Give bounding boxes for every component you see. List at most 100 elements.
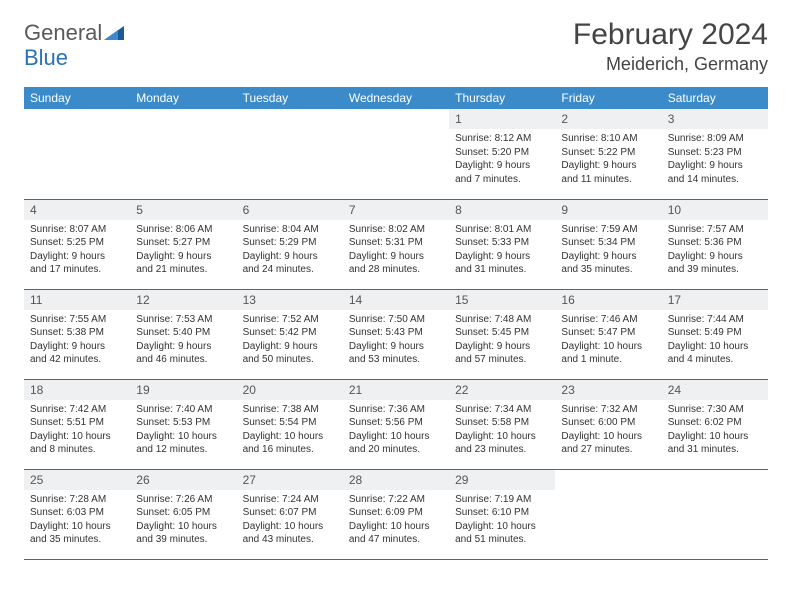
- day-number: 21: [343, 380, 449, 400]
- day-number: 16: [555, 290, 661, 310]
- calendar-row: 18Sunrise: 7:42 AMSunset: 5:51 PMDayligh…: [24, 379, 768, 469]
- day-number: 13: [237, 290, 343, 310]
- day-cell: 13Sunrise: 7:52 AMSunset: 5:42 PMDayligh…: [237, 289, 343, 379]
- empty-cell: [343, 109, 449, 199]
- day-details: Sunrise: 7:19 AMSunset: 6:10 PMDaylight:…: [449, 490, 555, 553]
- day-details: Sunrise: 7:26 AMSunset: 6:05 PMDaylight:…: [130, 490, 236, 553]
- day-number: 24: [662, 380, 768, 400]
- calendar-head: SundayMondayTuesdayWednesdayThursdayFrid…: [24, 87, 768, 109]
- day-number: 19: [130, 380, 236, 400]
- calendar-row: 4Sunrise: 8:07 AMSunset: 5:25 PMDaylight…: [24, 199, 768, 289]
- brand-sub: Blue: [24, 45, 68, 70]
- day-details: Sunrise: 7:44 AMSunset: 5:49 PMDaylight:…: [662, 310, 768, 373]
- day-cell: 17Sunrise: 7:44 AMSunset: 5:49 PMDayligh…: [662, 289, 768, 379]
- day-cell: 1Sunrise: 8:12 AMSunset: 5:20 PMDaylight…: [449, 109, 555, 199]
- weekday-header: Thursday: [449, 87, 555, 109]
- calendar-row: 25Sunrise: 7:28 AMSunset: 6:03 PMDayligh…: [24, 469, 768, 559]
- day-cell: 12Sunrise: 7:53 AMSunset: 5:40 PMDayligh…: [130, 289, 236, 379]
- day-details: Sunrise: 8:01 AMSunset: 5:33 PMDaylight:…: [449, 220, 555, 283]
- day-cell: 2Sunrise: 8:10 AMSunset: 5:22 PMDaylight…: [555, 109, 661, 199]
- day-number: 25: [24, 470, 130, 490]
- day-number: 22: [449, 380, 555, 400]
- day-details: Sunrise: 7:30 AMSunset: 6:02 PMDaylight:…: [662, 400, 768, 463]
- day-cell: 19Sunrise: 7:40 AMSunset: 5:53 PMDayligh…: [130, 379, 236, 469]
- day-cell: 26Sunrise: 7:26 AMSunset: 6:05 PMDayligh…: [130, 469, 236, 559]
- title-block: February 2024 Meiderich, Germany: [573, 18, 768, 75]
- day-cell: 8Sunrise: 8:01 AMSunset: 5:33 PMDaylight…: [449, 199, 555, 289]
- day-number: 15: [449, 290, 555, 310]
- day-number: 12: [130, 290, 236, 310]
- day-cell: 7Sunrise: 8:02 AMSunset: 5:31 PMDaylight…: [343, 199, 449, 289]
- day-number: 11: [24, 290, 130, 310]
- day-number: 6: [237, 200, 343, 220]
- day-number: 17: [662, 290, 768, 310]
- calendar-page: General Blue February 2024 Meiderich, Ge…: [0, 0, 792, 578]
- weekday-header: Saturday: [662, 87, 768, 109]
- day-number: 20: [237, 380, 343, 400]
- day-number: 10: [662, 200, 768, 220]
- weekday-header: Friday: [555, 87, 661, 109]
- day-details: Sunrise: 7:50 AMSunset: 5:43 PMDaylight:…: [343, 310, 449, 373]
- day-cell: 29Sunrise: 7:19 AMSunset: 6:10 PMDayligh…: [449, 469, 555, 559]
- day-number: 8: [449, 200, 555, 220]
- day-number: 4: [24, 200, 130, 220]
- weekday-header: Sunday: [24, 87, 130, 109]
- day-number: 9: [555, 200, 661, 220]
- day-number: 23: [555, 380, 661, 400]
- day-cell: 23Sunrise: 7:32 AMSunset: 6:00 PMDayligh…: [555, 379, 661, 469]
- calendar-row: 11Sunrise: 7:55 AMSunset: 5:38 PMDayligh…: [24, 289, 768, 379]
- day-details: Sunrise: 7:42 AMSunset: 5:51 PMDaylight:…: [24, 400, 130, 463]
- brand-main: General: [24, 20, 102, 45]
- brand-logo: General Blue: [24, 22, 124, 70]
- day-details: Sunrise: 8:12 AMSunset: 5:20 PMDaylight:…: [449, 129, 555, 192]
- weekday-header: Tuesday: [237, 87, 343, 109]
- day-number: 2: [555, 109, 661, 129]
- day-cell: 10Sunrise: 7:57 AMSunset: 5:36 PMDayligh…: [662, 199, 768, 289]
- day-cell: 6Sunrise: 8:04 AMSunset: 5:29 PMDaylight…: [237, 199, 343, 289]
- day-details: Sunrise: 7:48 AMSunset: 5:45 PMDaylight:…: [449, 310, 555, 373]
- day-details: Sunrise: 7:57 AMSunset: 5:36 PMDaylight:…: [662, 220, 768, 283]
- empty-cell: [24, 109, 130, 199]
- weekday-row: SundayMondayTuesdayWednesdayThursdayFrid…: [24, 87, 768, 109]
- day-details: Sunrise: 8:07 AMSunset: 5:25 PMDaylight:…: [24, 220, 130, 283]
- day-cell: 5Sunrise: 8:06 AMSunset: 5:27 PMDaylight…: [130, 199, 236, 289]
- location-text: Meiderich, Germany: [573, 54, 768, 75]
- day-number: 26: [130, 470, 236, 490]
- month-title: February 2024: [573, 18, 768, 52]
- day-details: Sunrise: 7:52 AMSunset: 5:42 PMDaylight:…: [237, 310, 343, 373]
- day-details: Sunrise: 7:24 AMSunset: 6:07 PMDaylight:…: [237, 490, 343, 553]
- day-cell: 4Sunrise: 8:07 AMSunset: 5:25 PMDaylight…: [24, 199, 130, 289]
- day-number: 1: [449, 109, 555, 129]
- empty-cell: [237, 109, 343, 199]
- day-cell: 24Sunrise: 7:30 AMSunset: 6:02 PMDayligh…: [662, 379, 768, 469]
- day-details: Sunrise: 7:55 AMSunset: 5:38 PMDaylight:…: [24, 310, 130, 373]
- day-details: Sunrise: 7:46 AMSunset: 5:47 PMDaylight:…: [555, 310, 661, 373]
- day-details: Sunrise: 7:40 AMSunset: 5:53 PMDaylight:…: [130, 400, 236, 463]
- header: General Blue February 2024 Meiderich, Ge…: [24, 18, 768, 75]
- day-details: Sunrise: 7:53 AMSunset: 5:40 PMDaylight:…: [130, 310, 236, 373]
- day-details: Sunrise: 7:36 AMSunset: 5:56 PMDaylight:…: [343, 400, 449, 463]
- day-number: 27: [237, 470, 343, 490]
- calendar-body: 1Sunrise: 8:12 AMSunset: 5:20 PMDaylight…: [24, 109, 768, 559]
- day-details: Sunrise: 7:28 AMSunset: 6:03 PMDaylight:…: [24, 490, 130, 553]
- day-number: 5: [130, 200, 236, 220]
- day-details: Sunrise: 7:38 AMSunset: 5:54 PMDaylight:…: [237, 400, 343, 463]
- day-details: Sunrise: 7:32 AMSunset: 6:00 PMDaylight:…: [555, 400, 661, 463]
- day-cell: 14Sunrise: 7:50 AMSunset: 5:43 PMDayligh…: [343, 289, 449, 379]
- day-cell: 15Sunrise: 7:48 AMSunset: 5:45 PMDayligh…: [449, 289, 555, 379]
- day-details: Sunrise: 8:09 AMSunset: 5:23 PMDaylight:…: [662, 129, 768, 192]
- calendar-row: 1Sunrise: 8:12 AMSunset: 5:20 PMDaylight…: [24, 109, 768, 199]
- day-number: 3: [662, 109, 768, 129]
- day-cell: 25Sunrise: 7:28 AMSunset: 6:03 PMDayligh…: [24, 469, 130, 559]
- day-cell: 28Sunrise: 7:22 AMSunset: 6:09 PMDayligh…: [343, 469, 449, 559]
- calendar-table: SundayMondayTuesdayWednesdayThursdayFrid…: [24, 87, 768, 560]
- empty-cell: [130, 109, 236, 199]
- day-number: 14: [343, 290, 449, 310]
- day-number: 7: [343, 200, 449, 220]
- day-number: 28: [343, 470, 449, 490]
- day-number: 29: [449, 470, 555, 490]
- day-cell: 27Sunrise: 7:24 AMSunset: 6:07 PMDayligh…: [237, 469, 343, 559]
- day-cell: 22Sunrise: 7:34 AMSunset: 5:58 PMDayligh…: [449, 379, 555, 469]
- day-cell: 20Sunrise: 7:38 AMSunset: 5:54 PMDayligh…: [237, 379, 343, 469]
- day-cell: 16Sunrise: 7:46 AMSunset: 5:47 PMDayligh…: [555, 289, 661, 379]
